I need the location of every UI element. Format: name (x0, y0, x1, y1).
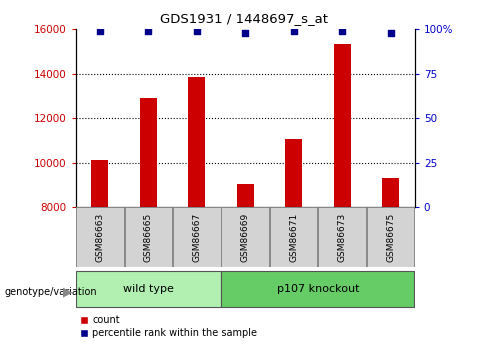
Bar (382, 178, 399, 207)
Bar (173, 207, 221, 267)
Legend: count, percentile rank within the sample: count, percentile rank within the sample (81, 315, 257, 338)
Text: GSM86675: GSM86675 (386, 213, 395, 262)
Text: GSM86665: GSM86665 (144, 213, 153, 262)
Bar (222, 271, 414, 307)
Point (193, 28, 201, 34)
Bar (318, 207, 366, 267)
Bar (270, 207, 317, 267)
Bar (76, 207, 123, 267)
Bar (334, 44, 350, 207)
Bar (76, 271, 221, 307)
Bar (140, 98, 157, 207)
Text: GSM86669: GSM86669 (241, 213, 250, 262)
Text: GDS1931 / 1448697_s_at: GDS1931 / 1448697_s_at (160, 12, 328, 25)
Text: GSM86671: GSM86671 (289, 213, 298, 262)
Point (96, 28, 104, 34)
Text: ▶: ▶ (62, 285, 72, 298)
Bar (222, 207, 269, 267)
Bar (237, 184, 254, 207)
Text: wild type: wild type (123, 284, 174, 294)
Text: GSM86663: GSM86663 (95, 213, 104, 262)
Text: GSM86667: GSM86667 (192, 213, 201, 262)
Bar (188, 77, 205, 207)
Point (290, 28, 298, 34)
Text: p107 knockout: p107 knockout (277, 284, 359, 294)
Bar (285, 139, 302, 207)
Bar (124, 207, 172, 267)
Text: GSM86673: GSM86673 (338, 213, 346, 262)
Bar (91, 160, 108, 207)
Bar (367, 207, 414, 267)
Point (386, 30, 394, 36)
Point (144, 28, 152, 34)
Point (242, 30, 249, 36)
Point (338, 28, 346, 34)
Text: genotype/variation: genotype/variation (5, 287, 98, 296)
